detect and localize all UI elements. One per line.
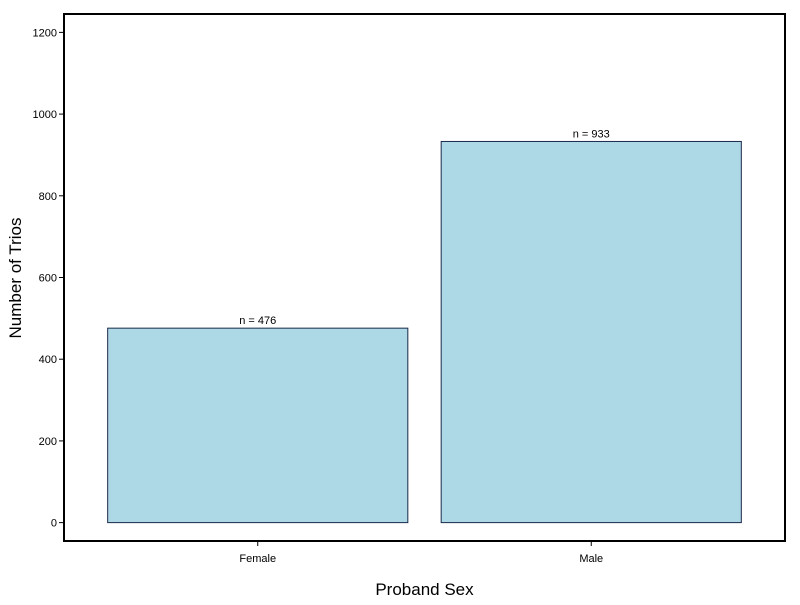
y-axis: 0 200 400 600 800 1000 1200 (33, 27, 64, 530)
y-tick-label-800: 800 (39, 191, 57, 203)
y-tick-label-400: 400 (39, 354, 57, 366)
y-tick-label-600: 600 (39, 273, 57, 285)
y-tick-label-1200: 1200 (33, 27, 57, 39)
bar-male (440, 140, 742, 524)
data-label-male: n = 933 (573, 128, 610, 140)
x-tick-label-male: Male (579, 553, 603, 565)
y-tick-label-0: 0 (51, 518, 57, 530)
data-label-female: n = 476 (239, 315, 276, 327)
y-tick-label-1000: 1000 (33, 109, 57, 121)
x-axis-title: Proband Sex (375, 580, 474, 599)
x-axis: Female Male (239, 541, 603, 565)
x-tick-label-female: Female (239, 553, 276, 565)
y-axis-title: Number of Trios (6, 218, 25, 339)
data-labels-layer: n = 476 n = 933 (239, 128, 610, 327)
bars-layer (107, 140, 742, 524)
y-tick-label-200: 200 (39, 436, 57, 448)
bar-female (107, 327, 409, 524)
